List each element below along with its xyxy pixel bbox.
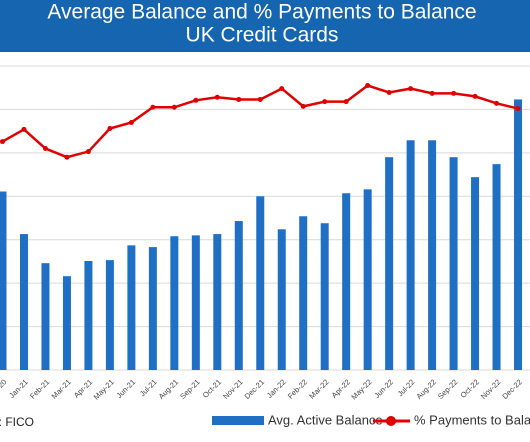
bar (342, 193, 351, 370)
line-point (236, 96, 242, 102)
line-point (107, 126, 113, 132)
line (1, 84, 519, 159)
legend-label: Avg. Active Balance (268, 412, 383, 427)
line-point (21, 126, 27, 132)
bar (213, 234, 222, 370)
bar (299, 216, 308, 370)
title-band (0, 0, 530, 52)
bar (277, 229, 286, 370)
x-tick-label: May-21 (92, 377, 116, 401)
line-point (279, 86, 285, 92)
bar (428, 140, 437, 370)
bar (0, 191, 7, 370)
x-tick-label: Oct-21 (201, 377, 223, 399)
line-point (171, 104, 177, 110)
bar (148, 247, 157, 370)
x-tick-label: Dec-20 (0, 377, 8, 400)
x-tick-label: Apr-22 (330, 377, 352, 399)
line-point (257, 96, 263, 102)
bar (320, 223, 329, 370)
legend-label: % Payments to Balance (414, 412, 530, 427)
source: Source: FICO (0, 415, 34, 429)
x-tick-label: Jul-22 (396, 377, 417, 398)
x-tick-label: Nov-22 (479, 377, 502, 400)
x-tick-label: Sep-22 (436, 377, 459, 400)
line-point (343, 99, 349, 105)
x-tick-label: Jan-22 (265, 377, 288, 400)
x-tick-label: Jun-21 (115, 377, 138, 400)
line-point (494, 100, 500, 106)
x-tick-label: Feb-21 (28, 377, 51, 400)
bar (127, 245, 136, 370)
bar (19, 234, 28, 370)
bar (406, 140, 415, 370)
line-point (85, 149, 91, 155)
x-tick-label: Jun-22 (372, 377, 395, 400)
line-point (214, 94, 220, 100)
line-point (64, 154, 70, 160)
bar (84, 260, 93, 370)
line-point (300, 103, 306, 109)
line-point (451, 90, 457, 96)
x-tick-label: Oct-22 (459, 377, 481, 399)
x-tick-label: Aug-22 (414, 377, 437, 400)
line-point (128, 119, 134, 125)
x-tick-label: Dec-22 (500, 377, 523, 400)
chart-subtitle: UK Credit Cards (186, 24, 339, 47)
x-tick-label: Aug-21 (157, 377, 180, 400)
line-point (429, 90, 435, 96)
line-point (386, 89, 392, 95)
x-tick-label: Feb-22 (286, 377, 309, 400)
bar (471, 177, 480, 370)
bar (191, 235, 200, 370)
bar (449, 157, 458, 370)
x-tick-label: Mar-21 (50, 377, 73, 400)
bar (363, 189, 372, 370)
bar (170, 236, 179, 370)
line-point (322, 99, 328, 105)
chart-title: Average Balance and % Payments to Balanc… (47, 1, 476, 24)
x-tick-label: Jan-21 (7, 377, 30, 400)
line-point (365, 83, 371, 89)
x-tick-label: Dec-21 (243, 377, 266, 400)
bar (62, 276, 71, 370)
line-point (193, 97, 199, 103)
bar (492, 164, 501, 370)
bar (41, 263, 50, 370)
x-tick-label: Apr-21 (72, 377, 94, 399)
bar (514, 99, 523, 370)
bar (105, 260, 114, 370)
line-point (0, 139, 5, 145)
line-point (472, 93, 478, 99)
x-tick-label: Mar-22 (307, 377, 330, 400)
x-tick-label: Nov-21 (221, 377, 244, 400)
line-point (150, 104, 156, 110)
x-tick-label: Jul-21 (138, 377, 159, 398)
x-tick-label: Sep-21 (178, 377, 201, 400)
x-tick-label: May-22 (349, 377, 373, 401)
line-point (515, 106, 521, 112)
legend-swatch (386, 416, 396, 426)
legend-swatch (212, 416, 264, 425)
line-point (408, 86, 414, 92)
bar (256, 196, 265, 370)
bar (385, 157, 394, 370)
bar (234, 221, 243, 370)
line-point (42, 146, 48, 152)
